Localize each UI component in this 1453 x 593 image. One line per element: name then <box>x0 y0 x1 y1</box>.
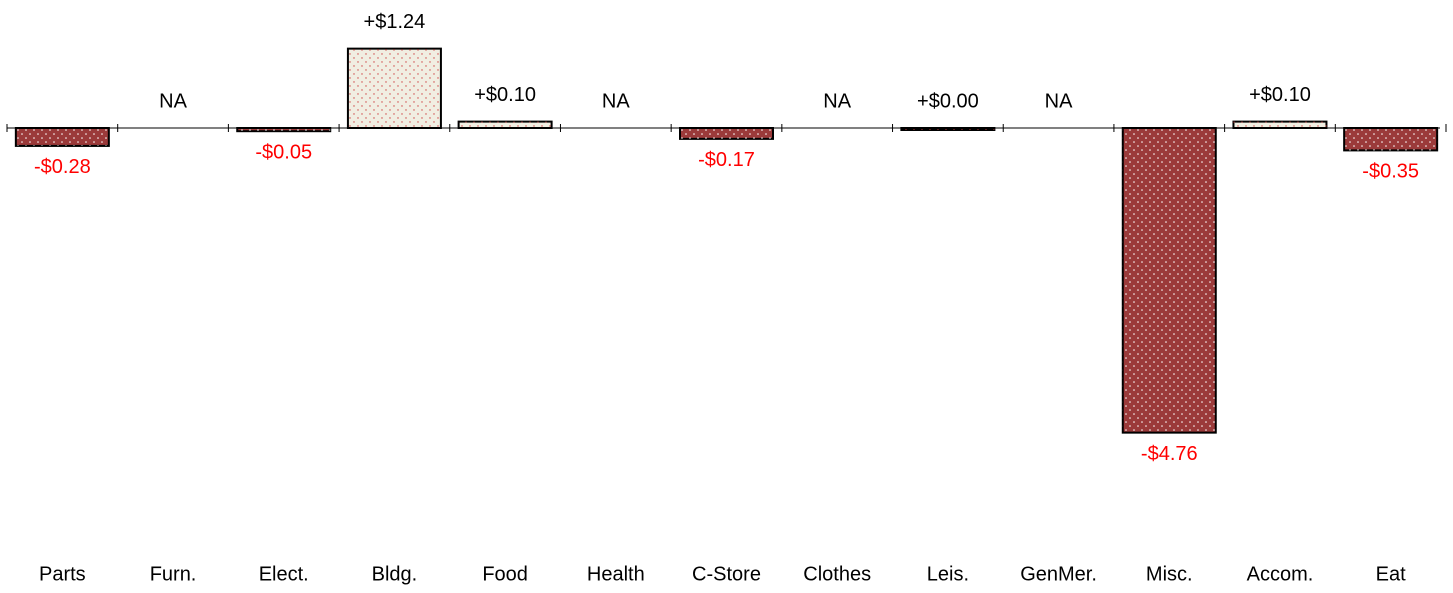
x-tick-label: Elect. <box>259 563 309 585</box>
x-tick-label: Misc. <box>1146 563 1193 585</box>
bar <box>236 127 332 133</box>
bar <box>14 127 110 147</box>
x-tick-label: Eat <box>1376 563 1406 585</box>
x-tick-label: Clothes <box>803 563 871 585</box>
value-label: -$0.28 <box>34 156 91 178</box>
value-label: NA <box>823 90 851 112</box>
value-label: -$0.05 <box>255 141 312 163</box>
bar <box>1343 127 1439 152</box>
value-label: -$4.76 <box>1141 443 1198 465</box>
value-label: NA <box>159 90 187 112</box>
bar <box>679 127 774 140</box>
bar <box>457 120 553 129</box>
value-label: +$0.00 <box>917 90 979 112</box>
x-tick-label: Health <box>587 563 645 585</box>
x-tick-label: C-Store <box>692 563 761 585</box>
bar <box>346 47 442 129</box>
value-label: +$0.10 <box>1249 84 1311 106</box>
value-label: -$0.35 <box>1362 161 1419 183</box>
value-label: +$0.10 <box>474 84 536 106</box>
x-tick-label: Parts <box>39 563 86 585</box>
x-tick-label: Accom. <box>1247 563 1314 585</box>
bar <box>900 127 996 131</box>
value-label: +$1.24 <box>364 11 426 33</box>
value-label: -$0.17 <box>698 149 755 171</box>
x-tick-label: Furn. <box>150 563 197 585</box>
value-label: NA <box>602 90 630 112</box>
x-tick-label: Leis. <box>927 563 969 585</box>
bar <box>1121 127 1217 434</box>
x-tick-label: Bldg. <box>372 563 418 585</box>
value-label: NA <box>1045 90 1073 112</box>
x-tick-label: GenMer. <box>1020 563 1097 585</box>
bar <box>1232 120 1328 129</box>
x-tick-label: Food <box>482 563 528 585</box>
